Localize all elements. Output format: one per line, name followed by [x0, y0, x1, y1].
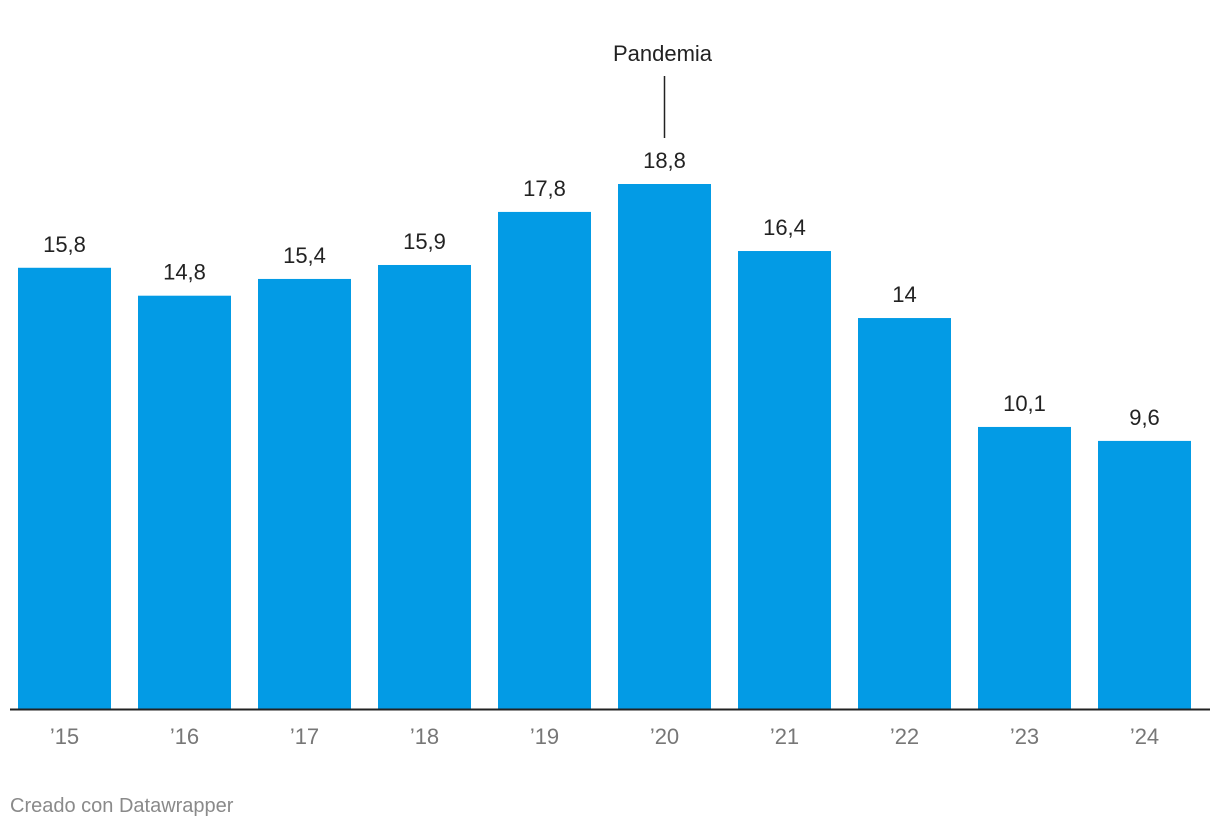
bar-1[interactable] — [138, 295, 231, 709]
bar-6[interactable] — [738, 251, 831, 709]
x-tick-labels-layer: ’15 ’16 ’17 ’18 ’19 ’20 ’21 ’22 ’23 ’24 — [50, 724, 1159, 749]
bar-8[interactable] — [978, 426, 1071, 709]
annotation-pandemia-label: Pandemia — [613, 41, 713, 66]
x-tick-label-9: ’24 — [1130, 724, 1159, 749]
bars-layer — [18, 184, 1191, 709]
value-label-8: 10,1 — [1003, 391, 1046, 416]
value-label-6: 16,4 — [763, 215, 806, 240]
x-tick-label-3: ’18 — [410, 724, 439, 749]
value-label-2: 15,4 — [283, 243, 326, 268]
bar-2[interactable] — [258, 278, 351, 709]
bar-7[interactable] — [858, 318, 951, 709]
x-tick-label-1: ’16 — [170, 724, 199, 749]
bar-5[interactable] — [618, 184, 711, 709]
value-label-1: 14,8 — [163, 260, 206, 285]
value-label-9: 9,6 — [1129, 405, 1160, 430]
bar-4[interactable] — [498, 211, 591, 709]
value-labels-layer: 15,8 14,8 15,4 15,9 17,8 18,8 16,4 14 10,1 9,6 — [43, 148, 1160, 430]
value-label-5: 18,8 — [643, 148, 686, 173]
annotation-layer: Pandemia — [613, 41, 713, 138]
x-tick-label-6: ’21 — [770, 724, 799, 749]
value-label-7: 14 — [892, 282, 916, 307]
x-tick-label-4: ’19 — [530, 724, 559, 749]
bar-9[interactable] — [1098, 440, 1191, 709]
bar-3[interactable] — [378, 264, 471, 709]
bar-chart: 15,8 14,8 15,4 15,9 17,8 18,8 16,4 14 10,1 9,6 ’1… — [10, 41, 1210, 749]
x-tick-label-0: ’15 — [50, 724, 79, 749]
value-label-0: 15,8 — [43, 232, 86, 257]
value-label-3: 15,9 — [403, 229, 446, 254]
bar-0[interactable] — [18, 267, 111, 709]
x-tick-label-5: ’20 — [650, 724, 679, 749]
x-tick-label-2: ’17 — [290, 724, 319, 749]
x-tick-label-7: ’22 — [890, 724, 919, 749]
x-tick-label-8: ’23 — [1010, 724, 1039, 749]
footer-credit[interactable]: Creado con Datawrapper — [10, 795, 234, 817]
value-label-4: 17,8 — [523, 176, 566, 201]
